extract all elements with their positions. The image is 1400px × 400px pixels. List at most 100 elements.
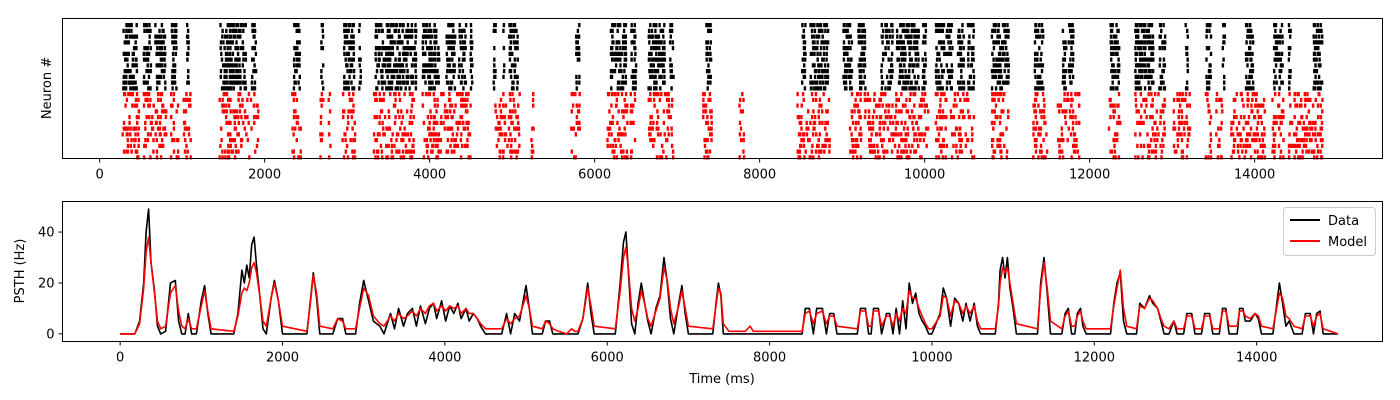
spike-mark xyxy=(951,69,954,74)
spike-mark xyxy=(1118,63,1121,68)
spike-mark xyxy=(991,51,994,56)
spike-mark xyxy=(144,80,147,85)
spike-mark xyxy=(299,149,302,154)
spike-mark xyxy=(972,74,976,79)
spike-mark xyxy=(172,138,176,143)
spike-mark xyxy=(822,92,825,97)
spike-mark xyxy=(1004,63,1007,68)
spike-mark xyxy=(398,92,401,97)
spike-mark xyxy=(863,46,867,51)
spike-mark xyxy=(1251,109,1254,114)
spike-mark xyxy=(950,155,954,160)
spike-mark xyxy=(1113,40,1117,45)
spike-mark xyxy=(923,63,926,68)
spike-mark xyxy=(348,92,351,97)
spike-mark xyxy=(1140,23,1143,28)
spike-mark xyxy=(570,92,573,97)
spike-mark xyxy=(811,34,814,39)
raster-marks xyxy=(121,23,1324,160)
spike-mark xyxy=(893,143,897,148)
spike-mark xyxy=(393,40,396,45)
spike-mark xyxy=(992,149,995,154)
spike-mark xyxy=(999,138,1002,143)
spike-mark xyxy=(662,63,665,68)
spike-mark xyxy=(146,57,150,62)
spike-mark xyxy=(459,92,463,97)
spike-mark xyxy=(914,28,917,33)
spike-mark xyxy=(950,74,953,79)
spike-mark xyxy=(465,92,468,97)
spike-mark xyxy=(1185,120,1189,125)
spike-mark xyxy=(154,34,157,39)
spike-mark xyxy=(223,34,227,39)
spike-mark xyxy=(891,28,894,33)
spike-mark xyxy=(343,51,346,56)
spike-mark xyxy=(850,132,853,137)
spike-mark xyxy=(492,28,495,33)
spike-mark xyxy=(575,40,578,45)
spike-mark xyxy=(1186,138,1190,143)
spike-mark xyxy=(236,69,239,74)
spike-mark xyxy=(1206,92,1209,97)
spike-mark xyxy=(996,80,999,85)
spike-mark xyxy=(655,46,659,51)
spike-mark xyxy=(962,46,965,51)
spike-mark xyxy=(1289,34,1292,39)
spike-mark xyxy=(884,109,887,114)
spike-mark xyxy=(809,155,812,160)
spike-mark xyxy=(1316,40,1320,45)
spike-mark xyxy=(147,28,150,33)
spike-mark xyxy=(889,120,892,125)
spike-mark xyxy=(158,28,161,33)
spike-mark xyxy=(379,143,383,148)
spike-mark xyxy=(516,34,519,39)
spike-mark xyxy=(1040,63,1043,68)
spike-mark xyxy=(850,57,853,62)
spike-mark xyxy=(226,132,230,137)
spike-mark xyxy=(400,109,403,114)
spike-mark xyxy=(502,149,505,154)
spike-mark xyxy=(465,103,468,108)
spike-mark xyxy=(295,115,298,120)
spike-mark xyxy=(457,92,460,97)
spike-mark xyxy=(345,51,349,56)
spike-mark xyxy=(634,80,637,85)
spike-mark xyxy=(1076,92,1080,97)
spike-mark xyxy=(624,80,627,85)
spike-mark xyxy=(842,74,845,79)
x-tick-label: 2000 xyxy=(248,168,281,183)
spike-mark xyxy=(320,69,323,74)
spike-mark xyxy=(239,86,242,91)
spike-mark xyxy=(1078,103,1081,108)
spike-mark xyxy=(125,74,128,79)
spike-mark xyxy=(252,86,255,91)
spike-mark xyxy=(659,51,663,56)
spike-mark xyxy=(631,28,635,33)
spike-mark xyxy=(1033,69,1036,74)
spike-mark xyxy=(1033,51,1037,56)
spike-mark xyxy=(426,126,430,131)
spike-mark xyxy=(1177,97,1181,102)
spike-mark xyxy=(498,149,501,154)
spike-mark xyxy=(881,103,884,108)
spike-mark xyxy=(1064,115,1067,120)
spike-mark xyxy=(1063,46,1066,51)
spike-mark xyxy=(1112,34,1115,39)
spike-mark xyxy=(1135,86,1139,91)
spike-mark xyxy=(358,63,361,68)
spike-mark xyxy=(804,23,807,28)
spike-mark xyxy=(256,103,259,108)
spike-mark xyxy=(647,34,650,39)
spike-mark xyxy=(630,51,633,56)
spike-mark xyxy=(164,86,167,91)
spike-mark xyxy=(1143,63,1147,68)
spike-mark xyxy=(513,28,516,33)
spike-mark xyxy=(344,132,347,137)
spike-mark xyxy=(663,46,666,51)
spike-mark xyxy=(144,57,147,62)
spike-mark xyxy=(137,126,140,131)
spike-mark xyxy=(461,92,464,97)
spike-mark xyxy=(160,40,163,45)
spike-mark xyxy=(1035,86,1038,91)
spike-mark xyxy=(1148,143,1152,148)
